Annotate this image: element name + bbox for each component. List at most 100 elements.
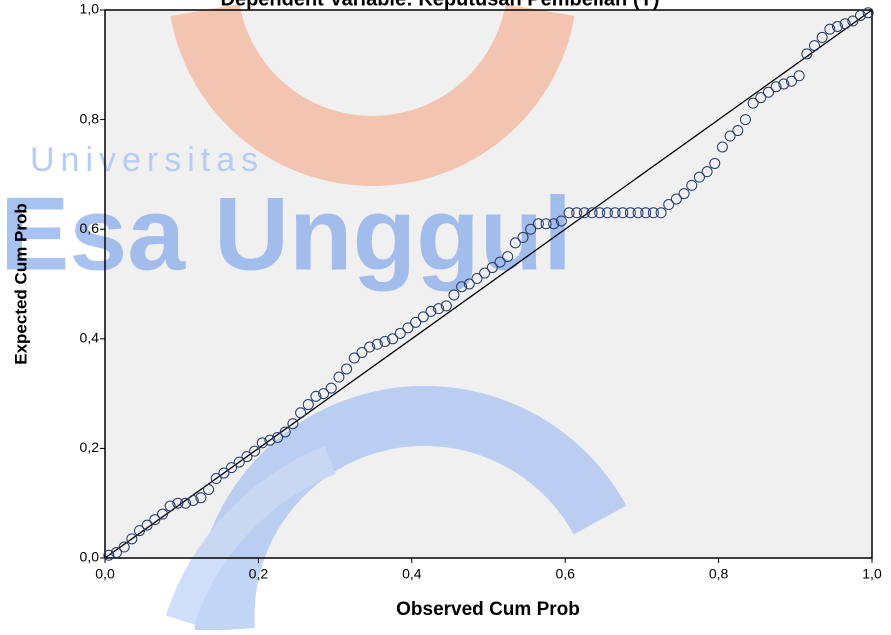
point (195, 492, 207, 504)
point (640, 207, 652, 219)
point (755, 92, 767, 104)
point (793, 70, 805, 82)
y-tick-label: 0,0 (80, 549, 100, 565)
point (141, 519, 153, 531)
point (164, 500, 176, 512)
plot-border (104, 9, 873, 559)
point (778, 78, 790, 90)
point (724, 130, 736, 142)
watermark-shapes (165, 3, 627, 633)
point (617, 207, 629, 219)
reference-line (104, 9, 873, 559)
point (318, 388, 330, 400)
point (502, 251, 514, 263)
point (187, 494, 199, 506)
point (333, 371, 345, 383)
point (279, 426, 291, 438)
point (440, 300, 452, 312)
y-tick-label: 0,2 (80, 439, 100, 455)
point (456, 281, 468, 293)
x-tick-label: 0,2 (249, 566, 269, 582)
point (494, 256, 506, 268)
point (111, 547, 123, 559)
point (816, 31, 828, 43)
point (448, 289, 460, 301)
point (686, 179, 698, 191)
point (601, 207, 613, 219)
point (655, 207, 667, 219)
point (272, 431, 284, 443)
point (563, 207, 575, 219)
point (425, 305, 437, 317)
point (555, 215, 567, 227)
point (747, 97, 759, 109)
point (210, 473, 222, 485)
point (471, 273, 483, 285)
point (862, 7, 874, 19)
point (486, 262, 498, 274)
point (264, 434, 276, 446)
point (394, 327, 406, 339)
point (847, 15, 859, 27)
point (770, 81, 782, 93)
point (578, 207, 590, 219)
point (134, 525, 146, 537)
y-tick-label: 1,0 (80, 1, 100, 17)
x-axis-label: Observed Cum Prob (396, 599, 580, 620)
point (808, 40, 820, 52)
y-tick-label: 0,8 (80, 110, 100, 126)
point (678, 188, 690, 200)
point (310, 390, 322, 402)
point (433, 303, 445, 315)
point (149, 514, 161, 526)
point (479, 267, 491, 279)
x-tick-label: 0,6 (555, 566, 575, 582)
point (709, 157, 721, 169)
watermark-arc (194, 385, 627, 633)
point (387, 333, 399, 345)
point (670, 193, 682, 205)
point (371, 338, 383, 350)
point (417, 311, 429, 323)
point (824, 23, 836, 35)
point (517, 231, 529, 243)
point (609, 207, 621, 219)
point (103, 549, 115, 561)
point (739, 114, 751, 126)
point (356, 347, 368, 358)
point (525, 223, 537, 235)
point (325, 382, 337, 394)
watermark-arc (170, 3, 575, 186)
point (241, 451, 253, 463)
point (701, 166, 713, 178)
point (256, 437, 268, 449)
point (249, 445, 261, 457)
point (287, 418, 299, 430)
point (348, 352, 360, 364)
x-tick-label: 0,8 (709, 566, 729, 582)
point (126, 533, 138, 545)
point (364, 341, 376, 353)
point (632, 207, 644, 219)
point (624, 207, 636, 219)
point (831, 20, 843, 32)
point (693, 171, 705, 183)
point (463, 278, 475, 290)
point (203, 484, 215, 495)
point (663, 199, 675, 211)
watermark-text: Universitas (30, 141, 264, 179)
point (647, 207, 659, 219)
point (839, 18, 851, 30)
point (586, 207, 598, 219)
point (118, 541, 130, 553)
chart-title: Dependent Variable: Keputusan Pembelian … (221, 0, 660, 10)
point (540, 218, 552, 230)
point (410, 316, 422, 328)
point (402, 322, 414, 334)
watermark-arc (165, 446, 336, 625)
point (180, 497, 192, 509)
point (548, 218, 560, 230)
point (785, 75, 797, 87)
